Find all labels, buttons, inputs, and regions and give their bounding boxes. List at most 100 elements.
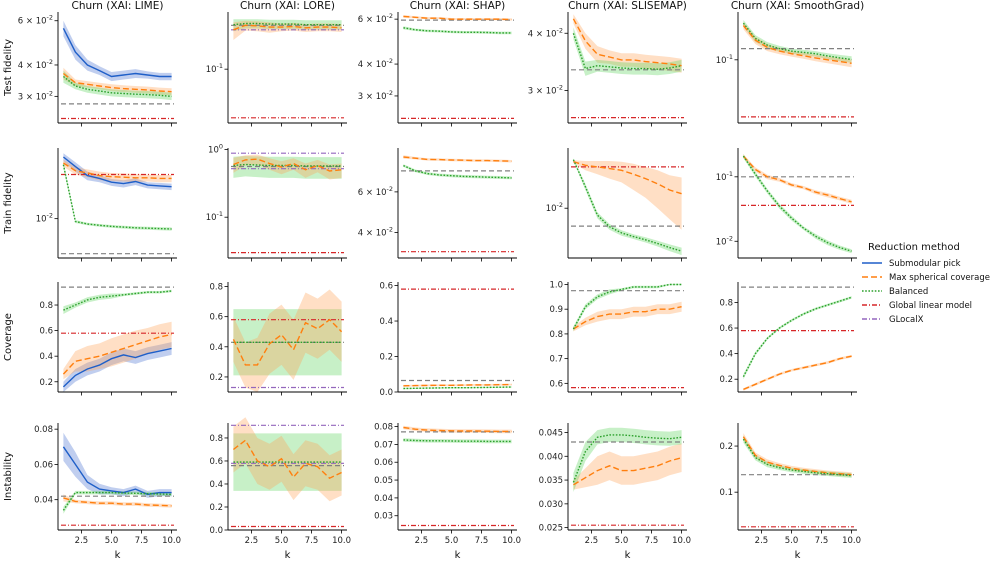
series-max xyxy=(233,158,342,172)
series-bal xyxy=(403,386,512,390)
band-max xyxy=(573,14,682,73)
series-max xyxy=(573,457,682,486)
band-bal xyxy=(743,296,852,380)
y-tick-label: 0.05 xyxy=(374,476,393,486)
panel-slise-train: 10-2 xyxy=(546,148,687,262)
y-tick-label: 4 × 10-2 xyxy=(528,26,563,39)
series-max xyxy=(572,18,682,67)
band-bal xyxy=(233,433,342,491)
panel-sg-test: 10-1 Churn (XAI: SmoothGrad) xyxy=(716,0,864,127)
y-tick-label: 0.6 xyxy=(209,313,223,323)
panel-shap-test: 3 × 10-2 4 × 10-2 6 × 10-2 Churn (XAI: SHAP… xyxy=(358,0,517,127)
panel-title: Churn (XAI: SHAP) xyxy=(410,0,505,12)
series-bal xyxy=(62,75,172,98)
series-bal xyxy=(742,22,852,61)
y-tick-label: 0.6 xyxy=(209,457,223,467)
x-axis-label: k xyxy=(285,550,291,561)
y-tick-label: 0.9 xyxy=(549,305,563,315)
x-tick-label: 7.5 xyxy=(475,536,489,546)
band-bal xyxy=(233,156,342,179)
series-bal xyxy=(403,439,512,443)
y-axis-label: Test fidelity xyxy=(3,39,14,97)
panel-lime-test: 3 × 10-2 4 × 10-2 6 × 10-2 Churn (XAI: LIME… xyxy=(3,0,177,127)
y-tick-label: 0.8 xyxy=(719,298,733,308)
panel-slise-cov: 0.6 0.7 0.8 0.9 1.0 xyxy=(549,280,687,396)
band-bal xyxy=(573,27,682,76)
series-bal xyxy=(62,491,172,511)
x-tick-label: 7.5 xyxy=(305,536,319,546)
panels-group: 3 × 10-2 4 × 10-2 6 × 10-2 Churn (XAI: LIME… xyxy=(3,0,864,561)
series-max xyxy=(403,156,512,162)
y-tick-label: 6 × 10-2 xyxy=(358,12,393,25)
band-max xyxy=(573,443,682,490)
legend-label: Submodular pick xyxy=(889,259,961,269)
x-tick-label: 2.5 xyxy=(75,536,89,546)
band-max xyxy=(743,22,852,68)
y-tick-label: 0.2 xyxy=(719,375,733,385)
panel-title: Churn (XAI: SmoothGrad) xyxy=(731,0,864,12)
y-tick-label: 0.8 xyxy=(209,434,223,444)
panel-lore-cov: 0.2 0.4 0.6 0.8 xyxy=(209,282,347,396)
y-tick-label: 4 × 10-2 xyxy=(18,58,53,71)
series-max xyxy=(743,355,852,391)
y-tick-label: 4 × 10-2 xyxy=(358,57,393,70)
y-tick-label: 4 × 10-2 xyxy=(358,225,393,238)
y-tick-label: 0.06 xyxy=(374,458,393,468)
series-bal xyxy=(572,434,682,483)
x-tick-label: 10.0 xyxy=(502,536,521,546)
y-tick-label: 0.2 xyxy=(209,503,223,513)
band-bal xyxy=(573,427,682,492)
band-max xyxy=(573,160,682,230)
y-tick-label: 10-1 xyxy=(716,170,733,183)
panel-lime-train: 10-2 Train fidelity xyxy=(3,148,177,262)
y-tick-label: 0.06 xyxy=(34,460,53,470)
y-tick-label: 10-1 xyxy=(716,53,733,66)
y-tick-label: 0.4 xyxy=(379,317,393,327)
x-tick-label: 5.0 xyxy=(275,536,289,546)
x-tick-label: 2.5 xyxy=(585,536,599,546)
y-tick-label: 0.2 xyxy=(39,378,53,388)
y-tick-label: 0.8 xyxy=(209,283,223,293)
series-max xyxy=(742,436,852,476)
series-bal xyxy=(742,438,852,477)
panel-lore-test: 10-1 Churn (XAI: LORE) xyxy=(206,0,347,127)
x-tick-label: 2.5 xyxy=(245,536,259,546)
legend-label: GLocalX xyxy=(889,315,924,325)
x-tick-label: 2.5 xyxy=(415,536,429,546)
panel-shap-cov: 0.0 0.2 0.4 0.6 xyxy=(379,282,517,398)
y-tick-label: 10-2 xyxy=(36,212,53,225)
y-tick-label: 0.4 xyxy=(39,352,53,362)
y-tick-label: 10-2 xyxy=(546,201,563,214)
y-tick-label: 0.07 xyxy=(374,440,393,450)
series-bal xyxy=(403,164,512,179)
x-tick-label: 5.0 xyxy=(785,536,799,546)
legend-label: Global linear model xyxy=(889,301,972,311)
band-sub xyxy=(63,20,172,82)
y-axis-label: Train fidelity xyxy=(3,172,14,234)
series-max xyxy=(63,162,172,180)
y-tick-label: 0.4 xyxy=(209,480,223,490)
panel-shap-train: 4 × 10-2 6 × 10-2 xyxy=(358,148,517,262)
series-bal xyxy=(572,33,682,70)
y-tick-label: 0.6 xyxy=(549,379,563,389)
x-axis-label: k xyxy=(625,550,631,561)
band-max xyxy=(233,289,342,392)
y-tick-label: 0.4 xyxy=(719,350,733,360)
x-tick-label: 10.0 xyxy=(842,536,861,546)
y-tick-label: 0.8 xyxy=(39,301,53,311)
series-max xyxy=(403,426,512,433)
y-tick-label: 6 × 10-2 xyxy=(18,14,53,27)
x-axis-label: k xyxy=(455,550,461,561)
legend-item-sub: Submodular pick xyxy=(862,259,961,269)
y-tick-label: 1.0 xyxy=(549,280,563,290)
series-sub xyxy=(62,446,172,496)
x-tick-label: 7.5 xyxy=(815,536,829,546)
series-max xyxy=(62,333,172,375)
x-tick-label: 7.5 xyxy=(645,536,659,546)
panel-lime-cov: 0.2 0.4 0.6 0.8 Coverage xyxy=(3,282,177,396)
legend-title: Reduction method xyxy=(868,242,960,253)
x-tick-label: 2.5 xyxy=(755,536,769,546)
band-bal xyxy=(63,289,172,314)
y-tick-label: 0.1 xyxy=(719,488,733,498)
y-tick-label: 0.035 xyxy=(539,476,563,486)
